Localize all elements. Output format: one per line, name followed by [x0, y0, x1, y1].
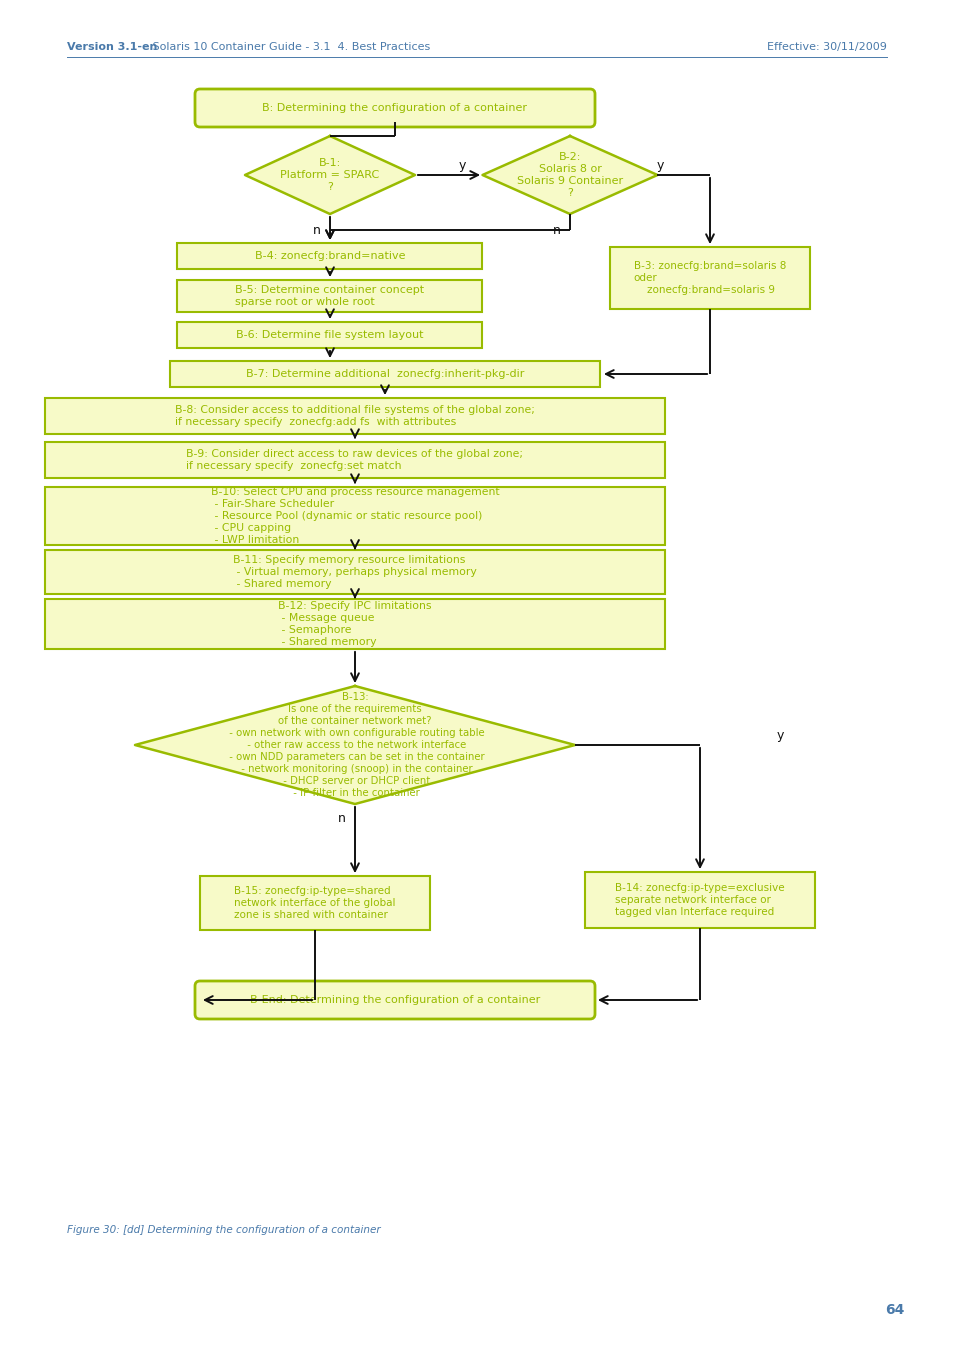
- Text: n: n: [337, 812, 346, 824]
- Text: B-4: zonecfg:brand=native: B-4: zonecfg:brand=native: [254, 251, 405, 261]
- FancyBboxPatch shape: [177, 280, 482, 312]
- FancyBboxPatch shape: [194, 89, 595, 127]
- Polygon shape: [245, 136, 415, 213]
- Text: B-6: Determine file system layout: B-6: Determine file system layout: [236, 330, 423, 340]
- Text: B: Determining the configuration of a container: B: Determining the configuration of a co…: [262, 103, 527, 113]
- Text: B-10: Select CPU and process resource management
 - Fair-Share Scheduler
 - Reso: B-10: Select CPU and process resource ma…: [211, 486, 498, 544]
- Text: y: y: [457, 158, 465, 172]
- FancyBboxPatch shape: [170, 361, 599, 386]
- Text: y: y: [776, 728, 782, 742]
- Text: B-End: Determining the configuration of a container: B-End: Determining the configuration of …: [250, 994, 539, 1005]
- Text: Solaris 10 Container Guide - 3.1  4. Best Practices: Solaris 10 Container Guide - 3.1 4. Best…: [149, 42, 430, 51]
- Text: B-9: Consider direct access to raw devices of the global zone;
if necessary spec: B-9: Consider direct access to raw devic…: [186, 449, 523, 471]
- Polygon shape: [135, 686, 575, 804]
- FancyBboxPatch shape: [45, 442, 664, 478]
- FancyBboxPatch shape: [609, 247, 809, 309]
- Text: B-5: Determine container concept
sparse root or whole root: B-5: Determine container concept sparse …: [235, 285, 424, 307]
- Polygon shape: [482, 136, 657, 213]
- Text: y: y: [656, 158, 663, 172]
- Text: Effective: 30/11/2009: Effective: 30/11/2009: [766, 42, 886, 51]
- Text: 64: 64: [884, 1302, 903, 1317]
- Text: B-3: zonecfg:brand=solaris 8
oder
    zonecfg:brand=solaris 9: B-3: zonecfg:brand=solaris 8 oder zonecf…: [633, 261, 785, 295]
- FancyBboxPatch shape: [194, 981, 595, 1019]
- FancyBboxPatch shape: [45, 598, 664, 648]
- Text: B-2:
Solaris 8 or
Solaris 9 Container
?: B-2: Solaris 8 or Solaris 9 Container ?: [517, 153, 622, 199]
- Text: B-13:
Is one of the requirements
of the container network met?
 - own network wi: B-13: Is one of the requirements of the …: [226, 692, 484, 798]
- FancyBboxPatch shape: [45, 550, 664, 594]
- Text: n: n: [313, 223, 320, 236]
- Text: B-1:
Platform = SPARC
?: B-1: Platform = SPARC ?: [280, 158, 379, 192]
- Text: B-12: Specify IPC limitations
 - Message queue
 - Semaphore
 - Shared memory: B-12: Specify IPC limitations - Message …: [278, 601, 432, 647]
- Text: B-14: zonecfg:ip-type=exclusive
separate network interface or
tagged vlan Interf: B-14: zonecfg:ip-type=exclusive separate…: [615, 884, 784, 917]
- FancyBboxPatch shape: [177, 243, 482, 269]
- Text: B-11: Specify memory resource limitations
 - Virtual memory, perhaps physical me: B-11: Specify memory resource limitation…: [233, 555, 476, 589]
- Text: Figure 30: [dd] Determining the configuration of a container: Figure 30: [dd] Determining the configur…: [67, 1225, 380, 1235]
- Text: B-8: Consider access to additional file systems of the global zone;
if necessary: B-8: Consider access to additional file …: [175, 405, 535, 427]
- FancyBboxPatch shape: [200, 875, 430, 929]
- FancyBboxPatch shape: [45, 486, 664, 544]
- Text: n: n: [553, 223, 560, 236]
- FancyBboxPatch shape: [584, 871, 814, 928]
- FancyBboxPatch shape: [45, 399, 664, 434]
- Text: Version 3.1-en: Version 3.1-en: [67, 42, 157, 51]
- Text: B-15: zonecfg:ip-type=shared
network interface of the global
zone is shared with: B-15: zonecfg:ip-type=shared network int…: [234, 886, 395, 920]
- FancyBboxPatch shape: [177, 322, 482, 349]
- Text: B-7: Determine additional  zonecfg:inherit-pkg-dir: B-7: Determine additional zonecfg:inheri…: [246, 369, 523, 380]
